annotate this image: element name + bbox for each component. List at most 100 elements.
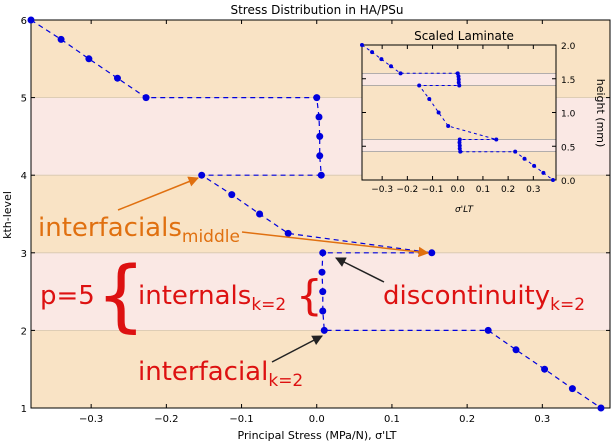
main-x-tick-label: 0.2 — [459, 414, 475, 425]
svg-text:interfacialsmiddle: interfacialsmiddle — [38, 213, 240, 247]
inset-data-point — [513, 149, 518, 154]
inset-x-tick-label: −0.3 — [371, 185, 393, 195]
inset-data-point — [457, 140, 462, 145]
main-y-tick-label: 4 — [21, 171, 27, 182]
inset-data-point — [417, 83, 422, 88]
arrow-to-middle-interface — [241, 231, 430, 258]
annotation-discontinuity-text: discontinuity — [383, 281, 550, 311]
inset-x-tick-label: −0.2 — [396, 185, 418, 195]
main-data-point — [484, 326, 492, 334]
main-data-point — [597, 404, 605, 412]
main-data-point — [318, 268, 326, 276]
inset-data-point — [436, 110, 441, 115]
main-series-group — [27, 16, 605, 412]
inset-data-point — [398, 71, 403, 76]
inset-x-tick-label: 0.3 — [526, 185, 540, 195]
inset-y-tick-label: 1.5 — [561, 76, 575, 86]
annotation-interfacials-sub: middle — [182, 227, 240, 247]
annotation-internals-text: internals — [138, 281, 251, 311]
inset-band-3 — [362, 85, 556, 140]
inset-data-point — [541, 170, 546, 175]
inset-data-point — [522, 156, 527, 161]
inset-y-tick-label: 1.0 — [561, 110, 576, 120]
main-data-point — [57, 35, 65, 43]
svg-text:interfacialk=2: interfacialk=2 — [138, 357, 303, 391]
inset-x-tick-label: 0.1 — [476, 185, 490, 195]
inset-data-point — [370, 50, 375, 55]
inset-chart-title: Scaled Laminate — [414, 29, 514, 43]
main-data-point — [512, 346, 520, 354]
inset-axes: −0.3 −0.2 −0.1 0.0 0.1 0.2 0.3 0.0 0.5 1.0 1.5 2.0 — [361, 42, 576, 195]
inset-data-point — [457, 83, 462, 88]
main-x-tick-label: −0.2 — [154, 414, 178, 425]
annotation-interfacial-sub: k=2 — [268, 371, 303, 391]
main-data-point — [113, 74, 121, 82]
inset-y-tick-label: 0.5 — [561, 143, 575, 153]
annotation-interfacials-text: interfacials — [38, 213, 182, 243]
inset-data-point — [360, 43, 364, 47]
main-data-point — [319, 288, 327, 296]
main-data-point — [317, 171, 325, 179]
main-data-point — [320, 326, 328, 334]
main-data-point — [27, 16, 35, 24]
inset-data-point — [455, 71, 460, 76]
inset-data-point — [457, 146, 462, 151]
main-y-tick-label: 1 — [21, 404, 27, 415]
main-y-tick-label: 3 — [21, 249, 27, 260]
main-x-axis-label: Principal Stress (MPa/N), σ'LT — [238, 429, 397, 442]
arrow-to-lower-interface — [271, 335, 323, 363]
inset-data-point — [457, 143, 462, 148]
main-data-point — [316, 152, 324, 160]
main-x-tick-label: 0.0 — [309, 414, 325, 425]
inset-x-axis-label: σ'LT — [455, 205, 475, 215]
annotation-interfacial-k2: interfacialk=2 — [138, 335, 323, 391]
inset-data-point — [532, 163, 537, 168]
main-data-point — [541, 365, 549, 373]
small-brace-icon: { — [296, 271, 323, 320]
inset-data-point — [456, 77, 461, 82]
main-x-tick-label: −0.1 — [229, 414, 253, 425]
main-data-point — [315, 113, 323, 121]
annotation-p5-text: p=5 — [40, 281, 95, 311]
main-data-point — [256, 210, 264, 218]
inset-x-tick-label: −0.1 — [422, 185, 444, 195]
main-data-point — [198, 171, 206, 179]
main-data-point — [284, 229, 292, 237]
inset-data-point — [456, 80, 461, 85]
main-x-tick-label: 0.3 — [534, 414, 550, 425]
main-y-axis-label: kth-level — [1, 191, 14, 239]
svg-text:discontinuityk=2: discontinuityk=2 — [383, 281, 585, 315]
big-brace-icon: { — [96, 251, 146, 341]
main-data-point — [142, 94, 150, 102]
inset-band-5 — [362, 45, 556, 74]
main-data-point — [228, 191, 236, 199]
main-data-point — [313, 94, 321, 102]
inset-band-1 — [362, 151, 556, 180]
inset-x-tick-label: 0.2 — [501, 185, 515, 195]
inset-data-point — [457, 137, 462, 142]
main-chart-title: Stress Distribution in HA/PSu — [230, 3, 403, 17]
main-band-1 — [31, 330, 610, 408]
annotation-internals: internalsk=2 { — [138, 271, 323, 320]
main-plot-frame — [30, 19, 611, 409]
inset-x-tick-label: 0.0 — [451, 185, 466, 195]
inset-data-point — [379, 57, 384, 62]
annotation-interfacials-middle: interfacialsmiddle — [38, 176, 430, 258]
inset-y-tick-label: 0.0 — [561, 177, 576, 187]
annotation-discontinuity: discontinuityk=2 — [335, 257, 585, 315]
main-x-tick-label: −0.3 — [79, 414, 103, 425]
main-y-tick-label: 6 — [21, 16, 27, 27]
main-band-3 — [31, 175, 610, 253]
inset-data-point — [446, 124, 451, 128]
main-data-point — [319, 307, 327, 315]
annotation-internals-sub: k=2 — [251, 295, 286, 315]
arrow-to-upper-interface — [117, 176, 199, 211]
main-data-point — [568, 385, 576, 393]
inset-series-group — [360, 43, 555, 182]
main-data-point — [85, 55, 93, 63]
inset-data-point — [456, 74, 461, 79]
arrow-to-discontinuity — [335, 257, 385, 283]
inset-data-point — [550, 178, 555, 182]
